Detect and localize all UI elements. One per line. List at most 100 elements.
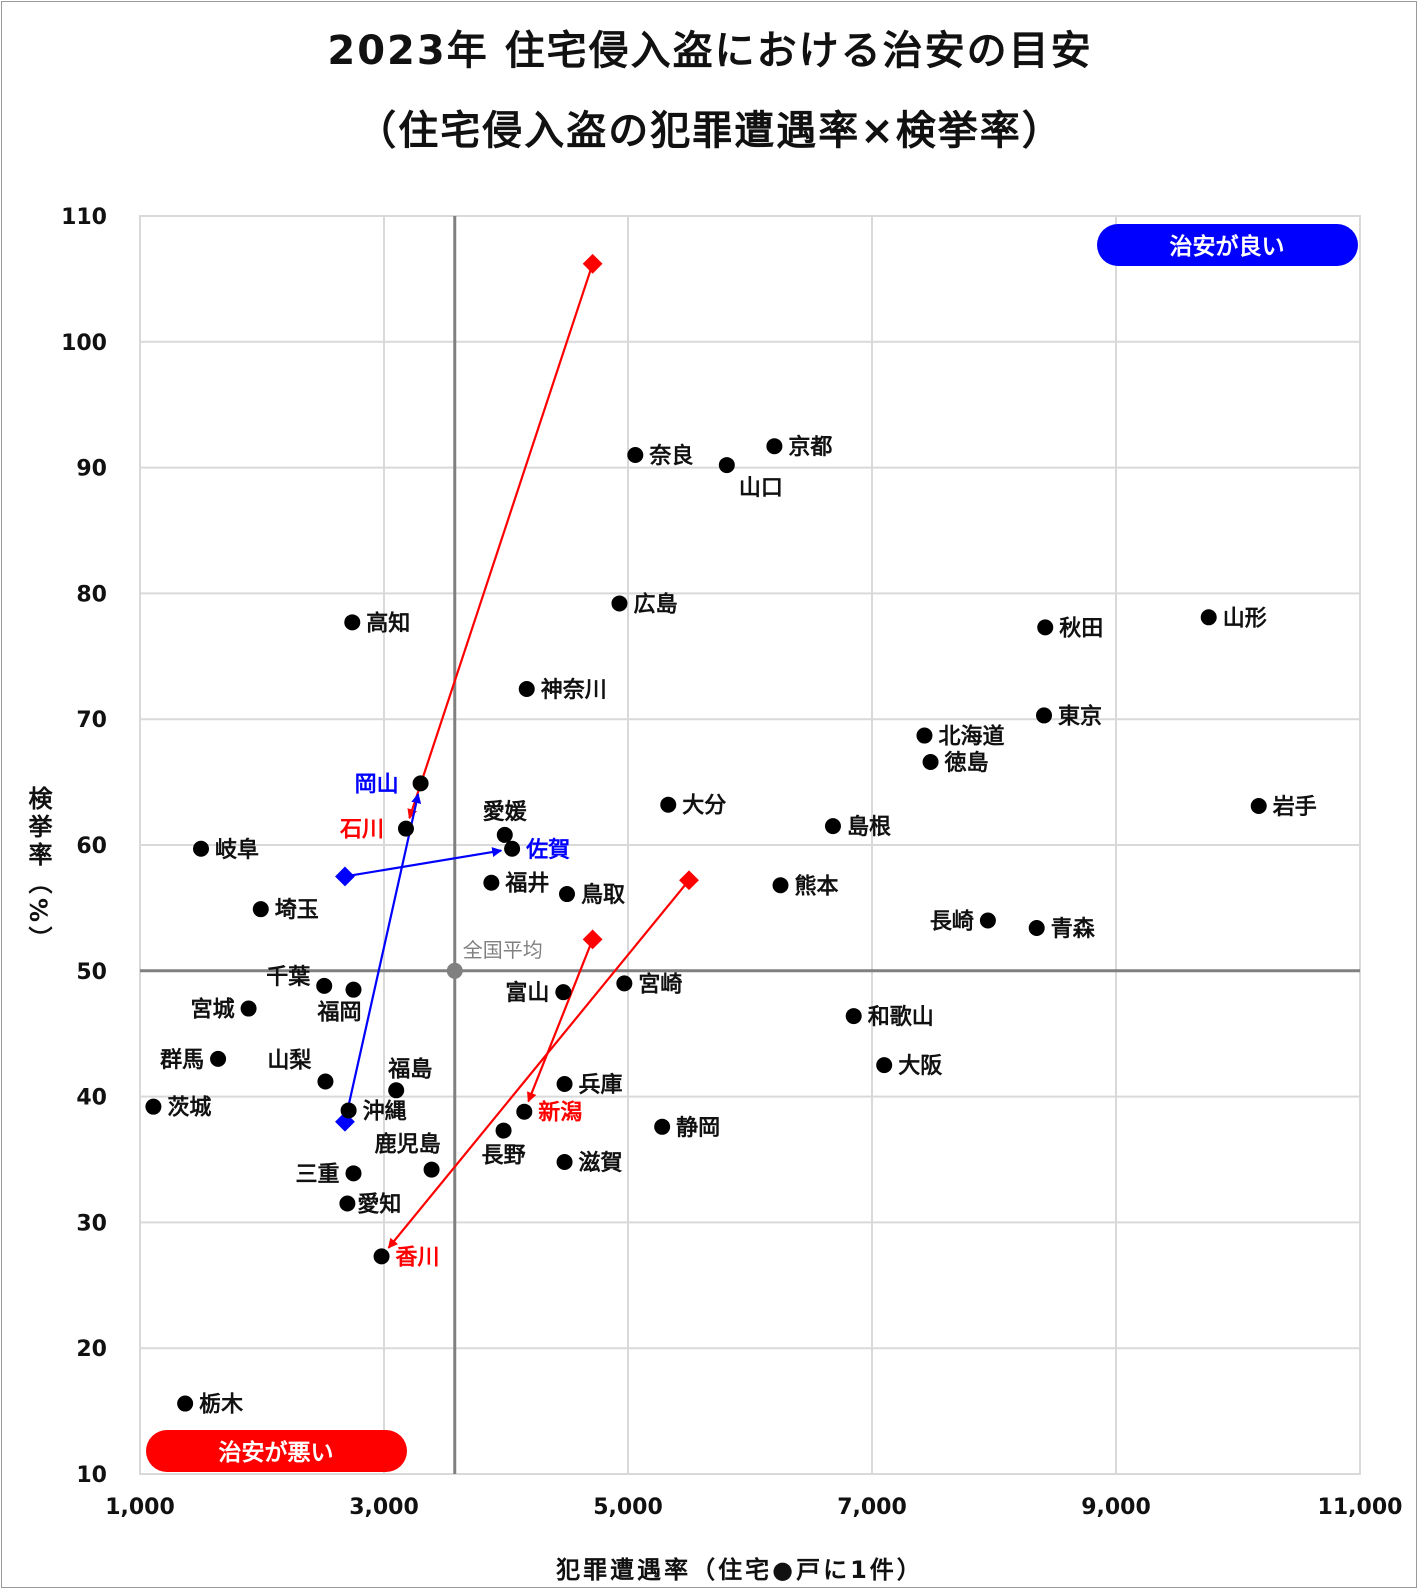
- y-tick-label: 80: [76, 582, 107, 607]
- scatter-point: [316, 977, 333, 994]
- scatter-point: [916, 727, 933, 744]
- point-label: 東京: [1058, 703, 1102, 729]
- scatter-point: [555, 984, 572, 1001]
- point-label: 千葉: [266, 965, 311, 990]
- scatter-point: [559, 886, 575, 903]
- scatter-point: [1200, 609, 1217, 626]
- point-label: 福島: [387, 1056, 432, 1082]
- scatter-point: [772, 877, 789, 894]
- y-tick-label: 50: [76, 960, 107, 985]
- scatter-point: [177, 1395, 194, 1412]
- point-label: 香川: [396, 1245, 440, 1270]
- scatter-point: [1036, 707, 1053, 724]
- average-point: [446, 962, 463, 979]
- scatter-point: [339, 1195, 356, 1212]
- bad-badge-label: 治安が悪い: [219, 1439, 334, 1466]
- point-label: 三重: [295, 1162, 339, 1187]
- scatter-point: [317, 1073, 334, 1090]
- scatter-point: [344, 614, 361, 631]
- point-label: 大阪: [898, 1054, 942, 1079]
- scatter-point: [654, 1118, 671, 1135]
- change-arrow: [527, 938, 594, 1103]
- scatter-point: [518, 681, 535, 698]
- point-label: 群馬: [160, 1047, 204, 1073]
- y-tick-label: 110: [61, 205, 107, 230]
- point-label: 秋田: [1059, 616, 1103, 641]
- point-label: 鹿児島: [375, 1132, 441, 1158]
- point-label: 福岡: [316, 1001, 361, 1026]
- scatter-point: [340, 1102, 357, 1119]
- scatter-point: [252, 901, 269, 918]
- y-tick-label: 40: [76, 1086, 107, 1111]
- scatter-point: [876, 1057, 893, 1074]
- point-label: 滋賀: [579, 1150, 623, 1176]
- change-arrow: [387, 879, 690, 1249]
- good-badge: 治安が良い: [1097, 224, 1358, 266]
- scatter-point: [766, 438, 783, 455]
- point-label: 沖縄: [363, 1099, 407, 1124]
- arrow-start-marker: [582, 929, 603, 950]
- point-label: 静岡: [676, 1115, 720, 1141]
- point-label: 鳥取: [581, 882, 625, 908]
- point-label: 高知: [366, 610, 410, 636]
- point-label: 熊本: [795, 873, 839, 899]
- point-label: 岩手: [1272, 795, 1317, 820]
- y-tick-label: 60: [76, 834, 107, 859]
- x-tick-label: 3,000: [349, 1495, 419, 1520]
- point-label: 岐阜: [215, 837, 259, 863]
- scatter-point: [240, 1000, 257, 1017]
- arrow-start-marker: [335, 866, 355, 887]
- grid: [139, 215, 1361, 1475]
- scatter-point: [495, 1122, 512, 1139]
- scatter-point: [616, 975, 633, 992]
- point-label: 青森: [1051, 916, 1096, 942]
- point-label: 大分: [682, 794, 726, 819]
- point-label: 佐賀: [525, 837, 570, 863]
- scatter-point: [556, 1154, 573, 1171]
- point-label: 神奈川: [541, 677, 607, 703]
- scatter-point: [845, 1008, 862, 1025]
- point-label: 宮崎: [638, 971, 682, 997]
- arrow-start-marker: [582, 253, 603, 274]
- point-label: 京都: [788, 434, 832, 460]
- point-label: 山形: [1223, 606, 1267, 631]
- point-label: 徳島: [944, 750, 989, 776]
- scatter-point: [1250, 798, 1267, 815]
- scatter-point: [1037, 619, 1054, 636]
- scatter-point: [496, 826, 513, 843]
- point-label: 山口: [739, 476, 783, 501]
- x-tick-label: 1,000: [105, 1495, 175, 1520]
- y-tick-label: 100: [61, 331, 107, 356]
- point-label: 北海道: [938, 724, 1004, 750]
- y-tick-label: 90: [76, 457, 107, 482]
- scatter-point: [373, 1248, 390, 1265]
- point-label: 兵庫: [579, 1072, 623, 1098]
- bad-badge: 治安が悪い: [146, 1430, 407, 1472]
- x-tick-label: 9,000: [1081, 1495, 1151, 1520]
- scatter-point: [423, 1161, 440, 1178]
- scatter-point: [660, 796, 677, 813]
- change-arrow: [407, 263, 594, 820]
- point-label: 愛媛: [483, 799, 528, 825]
- point-label: 石川: [339, 818, 384, 843]
- point-label: 長野: [482, 1144, 526, 1169]
- scatter-point: [611, 595, 628, 612]
- chart-subtitle: （住宅侵入盗の犯罪遭遇率×検挙率）: [356, 108, 1064, 154]
- change-arrow: [344, 847, 503, 878]
- scatter-point: [718, 457, 735, 474]
- scatter-point: [210, 1050, 227, 1067]
- point-label: 茨城: [167, 1095, 211, 1121]
- scatter-point: [388, 1082, 405, 1099]
- scatter-point: [1028, 920, 1045, 937]
- scatter-point: [516, 1103, 533, 1120]
- scatter-point: [345, 981, 362, 998]
- points: [145, 438, 1267, 1412]
- scatter-point: [824, 818, 841, 835]
- scatter-point: [345, 1165, 362, 1182]
- scatter-point: [979, 912, 996, 929]
- point-label: 奈良: [648, 443, 693, 469]
- average-label: 全国平均: [463, 938, 543, 962]
- point-label: 和歌山: [868, 1004, 934, 1030]
- x-tick-label: 5,000: [593, 1495, 663, 1520]
